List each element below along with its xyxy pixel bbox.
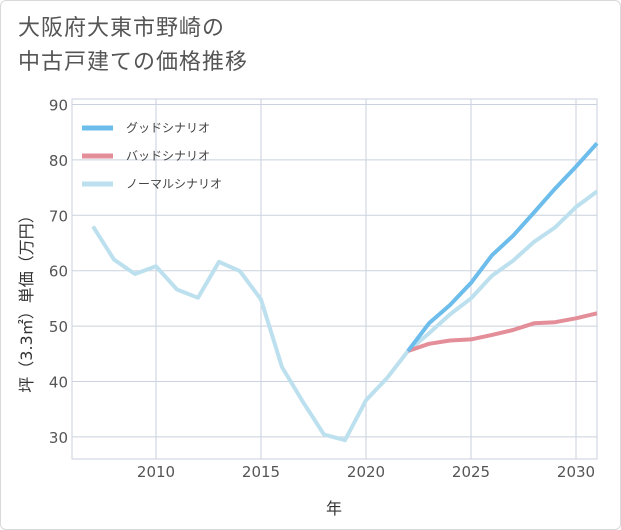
- x-tick-label-2020: 2020: [347, 463, 385, 481]
- plot-area: [71, 98, 598, 460]
- y-tick-label-70: 70: [49, 207, 68, 225]
- legend-label-2: ノーマルシナリオ: [126, 177, 222, 191]
- legend-label-0: グッドシナリオ: [126, 121, 210, 135]
- y-axis-label: 坪（3.3㎡）単価（万円）: [17, 207, 36, 392]
- y-tick-label-80: 80: [49, 152, 68, 170]
- chart-title-line-1: 大阪府大東市野崎の: [18, 16, 226, 41]
- y-tick-label-60: 60: [49, 263, 68, 281]
- x-axis-ticks: 2010 2015 2020 2025 2030: [137, 463, 595, 481]
- y-tick-label-40: 40: [49, 373, 68, 391]
- y-axis-ticks: 30 40 50 60 70 80 90: [49, 97, 68, 447]
- series-lines: [91, 141, 599, 443]
- chart-title-line-2: 中古戸建ての価格推移: [18, 50, 249, 75]
- y-tick-label-30: 30: [49, 429, 68, 447]
- x-tick-label-2030: 2030: [557, 463, 595, 481]
- x-tick-label-2015: 2015: [242, 463, 280, 481]
- y-tick-label-50: 50: [49, 318, 68, 336]
- y-tick-label-90: 90: [49, 97, 68, 115]
- chart-title: 大阪府大東市野崎の 中古戸建ての価格推移: [18, 12, 248, 80]
- series-line-0: [406, 141, 599, 353]
- series-line-1: [407, 311, 598, 353]
- x-axis-label: 年: [326, 499, 342, 518]
- x-tick-label-2010: 2010: [137, 463, 175, 481]
- series-line-2: [91, 189, 599, 443]
- legend-label-1: バッドシナリオ: [126, 149, 210, 163]
- x-tick-label-2025: 2025: [452, 463, 490, 481]
